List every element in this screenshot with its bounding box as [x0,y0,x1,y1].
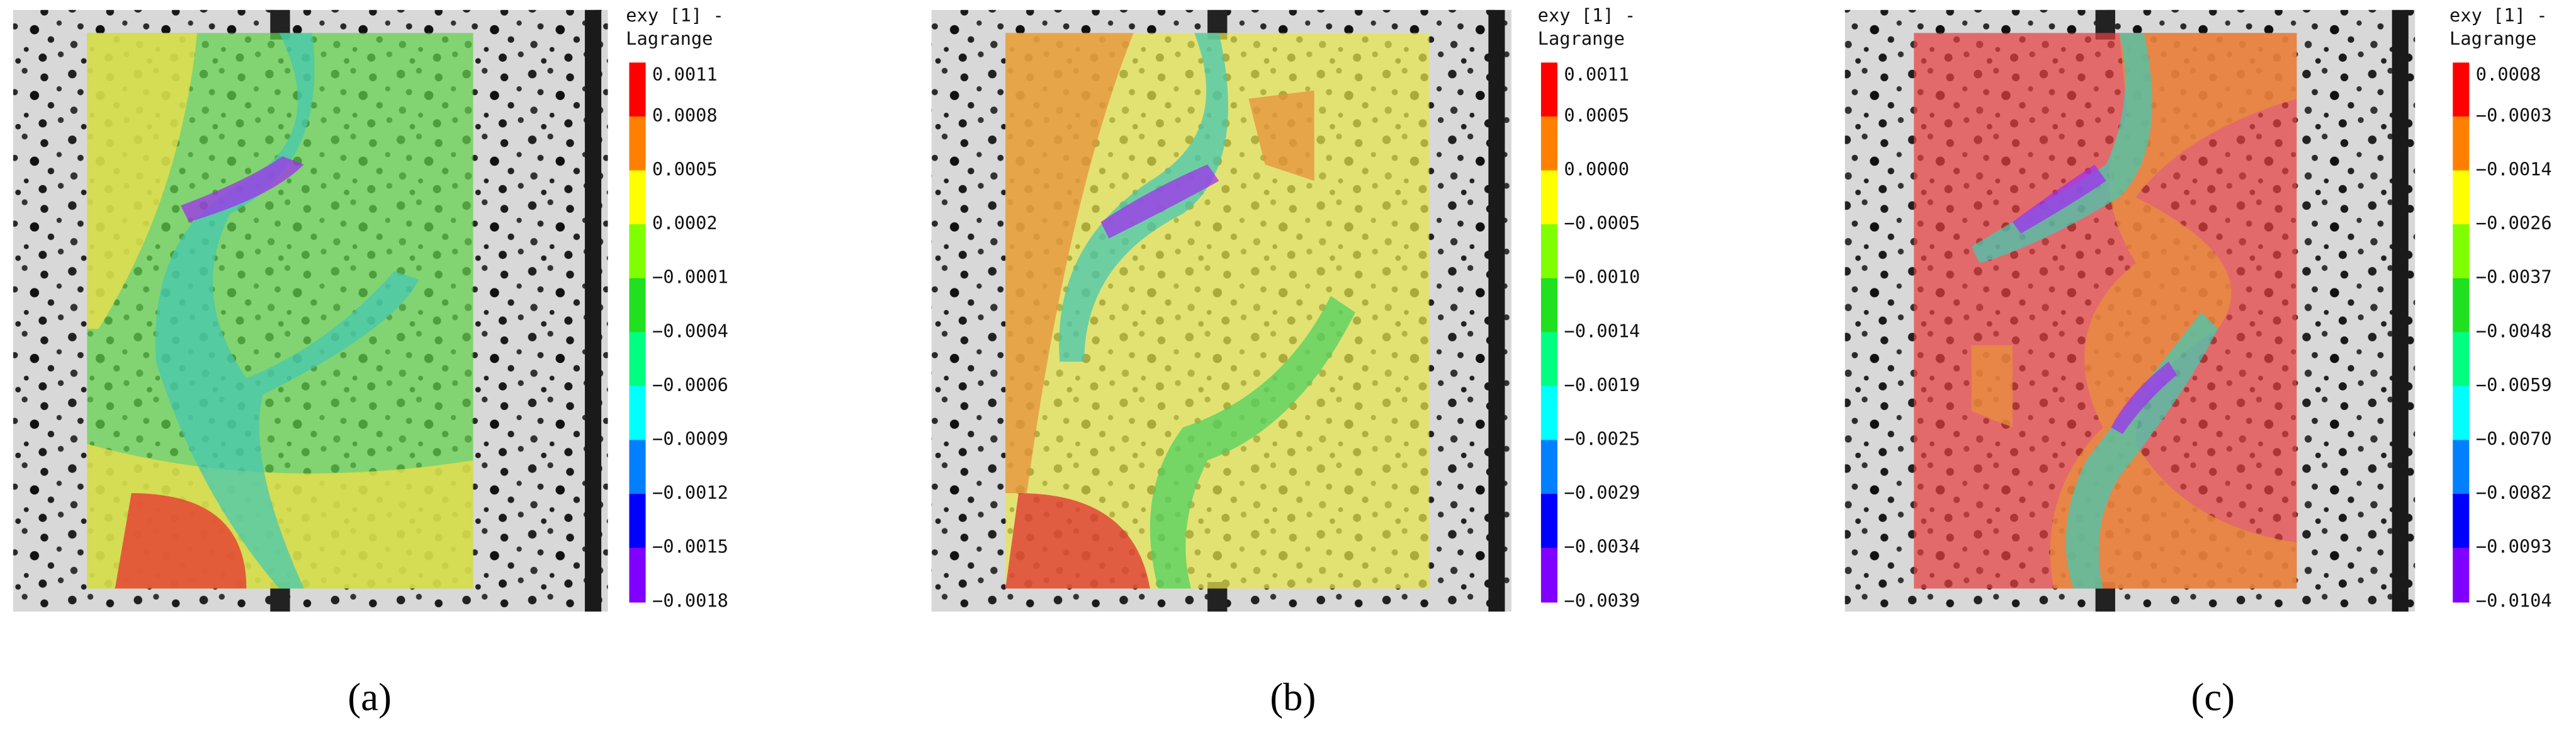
colorbar-segment [629,440,646,495]
colorbar-segment [629,494,646,549]
colorbar-tick-label: −0.0014 [2476,159,2552,180]
colorbar-segment [1540,440,1557,495]
colorbar-segment [2453,170,2470,225]
colorbar-tick-label: 0.0000 [1564,159,1629,180]
colorbar-tick-label: −0.0093 [2476,536,2552,557]
colorbar-title: exy [1] - [1538,4,1635,26]
colorbar-segment [2453,278,2470,333]
strain-region [1100,164,1219,239]
colorbar-tick-label: −0.0034 [1564,536,1640,557]
colorbar-segment [1540,170,1557,225]
grip-bar [585,9,602,612]
colorbar-segment [2453,116,2470,171]
colorbar-tick-label: −0.0026 [2476,212,2552,234]
colorbar-tick-label: −0.0015 [652,536,728,557]
colorbar-tick-label: −0.0018 [652,590,728,611]
colorbar-tick-label: 0.0011 [652,64,718,85]
colorbar-segment [2453,332,2470,387]
colorbar-segment [629,332,646,387]
colorbar-tick-label: 0.0002 [652,212,718,234]
colorbar-title: Lagrange [2449,28,2536,49]
colorbar-segment [1540,224,1557,280]
colorbar-segment [2453,440,2470,495]
strain-region [2065,312,2218,589]
panel-label: (b) [1270,675,1316,719]
colorbar-tick-label: −0.0005 [1564,212,1640,234]
dic-panel: exy [1] -Lagrange 0.0008 −0.0003 −0.0014 −0.… [1844,4,2552,719]
strain-region [1248,90,1314,181]
colorbar-tick-label: 0.0008 [2476,64,2541,85]
colorbar-tick-label: 0.0005 [652,159,718,180]
colorbar-segment [629,116,646,171]
strain-region [1150,295,1355,589]
colorbar-segment [1540,278,1557,333]
dic-panel: exy [1] -Lagrange 0.0011 0.0008 0.0005 0.000… [13,4,728,719]
colorbar-tick-label: −0.0059 [2476,374,2552,396]
colorbar-segment [2453,385,2470,441]
colorbar-segment [1540,385,1557,441]
colorbar-segment [1540,494,1557,549]
colorbar-segment [629,547,646,603]
strain-region [1971,345,2013,428]
colorbar-tick-label: −0.0037 [2476,266,2552,288]
colorbar-segment [2453,62,2470,118]
colorbar-segment [1540,116,1557,171]
strain-region [1971,33,2152,263]
grip-bar [2392,9,2409,612]
colorbar-segment [2453,547,2470,603]
strain-region [181,156,304,222]
colorbar-segment [2453,494,2470,549]
colorbar-segment [629,278,646,333]
colorbar-tick-label: −0.0003 [2476,105,2552,126]
colorbar-title: Lagrange [626,28,713,49]
colorbar-tick-label: −0.0070 [2476,428,2552,450]
colorbar-title: exy [1] - [2449,4,2547,26]
strain-region [87,33,198,329]
colorbar-tick-label: −0.0019 [1564,374,1640,396]
colorbar-segment [629,62,646,118]
colorbar-tick-label: 0.0005 [1564,105,1629,126]
colorbar-segment [629,385,646,441]
colorbar-tick-label: 0.0011 [1564,64,1629,85]
colorbar-tick-label: −0.0001 [652,266,728,288]
strain-region [2111,362,2177,435]
colorbar-segment [1540,547,1557,603]
dic-panel: exy [1] -Lagrange 0.0011 0.0005 0.0000 −0.00… [931,4,1640,719]
colorbar-segment [1540,62,1557,118]
strain-region [115,493,247,589]
colorbar-tick-label: −0.0104 [2476,590,2552,611]
panel-label: (c) [2191,675,2235,719]
colorbar-tick-label: −0.0012 [652,482,728,503]
colorbar-title: exy [1] - [626,4,723,26]
colorbar-tick-label: −0.0009 [652,428,728,450]
colorbar-segment [2453,224,2470,280]
colorbar-tick-label: −0.0029 [1564,482,1640,503]
panel-label: (a) [347,675,392,719]
colorbar-title: Lagrange [1538,28,1625,49]
colorbar-tick-label: 0.0008 [652,105,718,126]
colorbar-tick-label: −0.0004 [652,320,728,341]
colorbar-tick-label: −0.0025 [1564,428,1640,450]
strain-region [1005,33,1134,494]
colorbar-tick-label: −0.0082 [2476,482,2552,503]
colorbar-tick-label: −0.0006 [652,374,728,396]
strain-region [2012,164,2106,234]
colorbar-tick-label: −0.0048 [2476,320,2552,341]
colorbar-segment [629,170,646,225]
colorbar-segment [629,224,646,280]
colorbar-tick-label: −0.0014 [1564,320,1640,341]
strain-region [155,33,419,589]
colorbar-tick-label: −0.0039 [1564,590,1640,611]
colorbar-segment [1540,332,1557,387]
colorbar-tick-label: −0.0010 [1564,266,1640,288]
grip-bar [1488,9,1505,612]
strain-region [1005,493,1150,589]
